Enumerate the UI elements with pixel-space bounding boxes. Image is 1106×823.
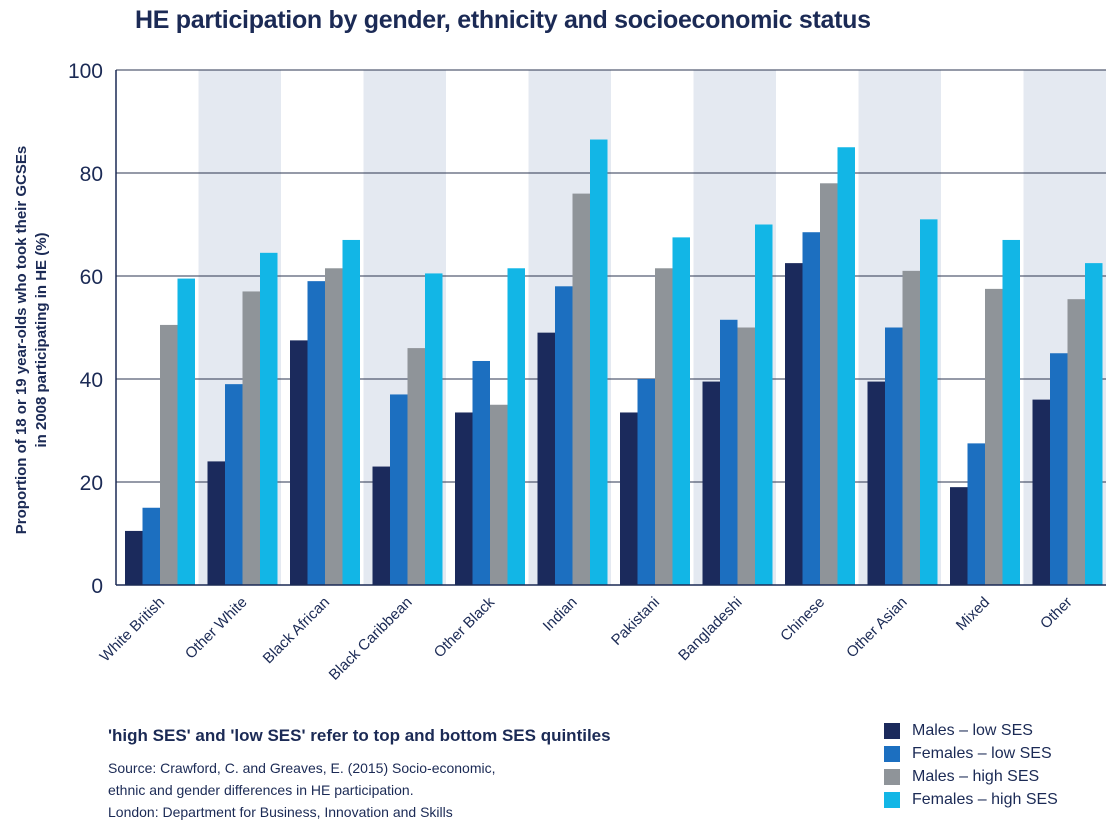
bar — [1050, 353, 1068, 585]
legend-swatch — [884, 769, 900, 785]
bar — [142, 507, 160, 585]
bar — [507, 268, 525, 585]
bar — [1032, 399, 1050, 585]
ses-note: 'high SES' and 'low SES' refer to top an… — [108, 726, 611, 745]
bar — [207, 461, 225, 585]
legend-item-females-low: Females – low SES — [884, 743, 1058, 765]
bar — [637, 379, 655, 585]
y-tick-labels: 0 20 40 60 80 100 — [68, 60, 103, 598]
y-axis-label: Proportion of 18 or 19 year-olds who too… — [13, 146, 50, 534]
bar — [537, 332, 555, 585]
y-axis-label-line: Proportion of 18 or 19 year-olds who too… — [13, 146, 30, 534]
source-line: London: Department for Business, Innovat… — [108, 804, 453, 820]
legend-swatch — [884, 792, 900, 808]
bar — [125, 530, 143, 585]
x-tick-label: Other Asian — [843, 594, 910, 661]
legend-swatch — [884, 723, 900, 739]
y-tick-label: 0 — [91, 575, 103, 598]
bar — [820, 183, 838, 586]
y-tick-label: 20 — [80, 472, 103, 495]
y-axis-label-line: in 2008 participating in HE (%) — [33, 232, 50, 447]
bar — [325, 268, 343, 585]
x-tick-label: White British — [97, 594, 169, 666]
legend-item-males-low: Males – low SES — [884, 720, 1058, 742]
bar — [755, 224, 773, 585]
bar — [720, 319, 738, 585]
bar — [785, 263, 803, 585]
x-tick-label: Other Black — [431, 593, 499, 661]
bar — [260, 252, 278, 585]
bar — [985, 288, 1003, 585]
y-tick-label: 80 — [80, 163, 103, 186]
bar — [950, 487, 968, 585]
gridlines — [116, 69, 1106, 483]
bar — [372, 466, 390, 585]
bar — [555, 286, 573, 585]
legend-swatch — [884, 746, 900, 762]
x-tick-label: Black African — [260, 594, 333, 667]
bar — [967, 443, 985, 585]
source-citation: Source: Crawford, C. and Greaves, E. (20… — [108, 757, 496, 823]
axes — [115, 70, 1106, 586]
x-tick-labels: White British Other White Black AfricanBla… — [97, 593, 1076, 683]
bar — [702, 381, 720, 585]
x-tick-label: Other White — [182, 594, 251, 663]
bar — [490, 404, 508, 585]
bar — [290, 340, 308, 585]
x-tick-label: Other — [1037, 594, 1076, 633]
source-line: ethnic and gender differences in HE part… — [108, 782, 414, 798]
bar — [242, 291, 260, 585]
legend-label: Males – low SES — [912, 722, 1033, 739]
bar — [885, 327, 903, 585]
y-tick-label: 60 — [80, 266, 103, 289]
x-tick-label: Mixed — [953, 594, 993, 634]
x-tick-label: Chinese — [777, 594, 828, 645]
bar — [837, 147, 855, 585]
bar — [1002, 239, 1020, 585]
legend-label: Females – low SES — [912, 745, 1052, 762]
x-tick-label: Bangladeshi — [675, 594, 745, 664]
bar — [225, 384, 243, 585]
bar — [1067, 299, 1085, 585]
bar — [737, 327, 755, 585]
bar — [177, 278, 195, 585]
legend: Males – low SES Females – low SES Males … — [884, 720, 1058, 812]
y-tick-label: 40 — [80, 369, 103, 392]
bar — [572, 193, 590, 585]
bar — [455, 412, 473, 585]
bar — [425, 273, 443, 585]
bars — [125, 139, 1103, 586]
bar — [867, 381, 885, 585]
bar — [472, 360, 490, 585]
legend-item-females-high: Females – high SES — [884, 789, 1058, 811]
source-line: Source: Crawford, C. and Greaves, E. (20… — [108, 760, 496, 776]
bar — [655, 268, 673, 585]
legend-label: Males – high SES — [912, 768, 1040, 785]
x-tick-label: Indian — [540, 594, 581, 635]
chart-title: HE participation by gender, ethnicity an… — [135, 6, 871, 34]
bar — [307, 281, 325, 585]
bar — [407, 348, 425, 585]
bar — [590, 139, 608, 585]
x-tick-label: Pakistani — [608, 594, 663, 649]
bar — [342, 239, 360, 585]
bar — [920, 219, 938, 585]
legend-item-males-high: Males – high SES — [884, 766, 1058, 788]
bar — [902, 270, 920, 585]
x-tick-label: Black Caribbean — [326, 594, 416, 684]
legend-label: Females – high SES — [912, 791, 1058, 808]
y-tick-label: 100 — [68, 60, 103, 83]
bar — [390, 394, 408, 585]
bar — [620, 412, 638, 585]
bar — [802, 232, 820, 585]
bar — [1085, 263, 1103, 585]
bar — [672, 237, 690, 585]
bar — [160, 324, 178, 585]
